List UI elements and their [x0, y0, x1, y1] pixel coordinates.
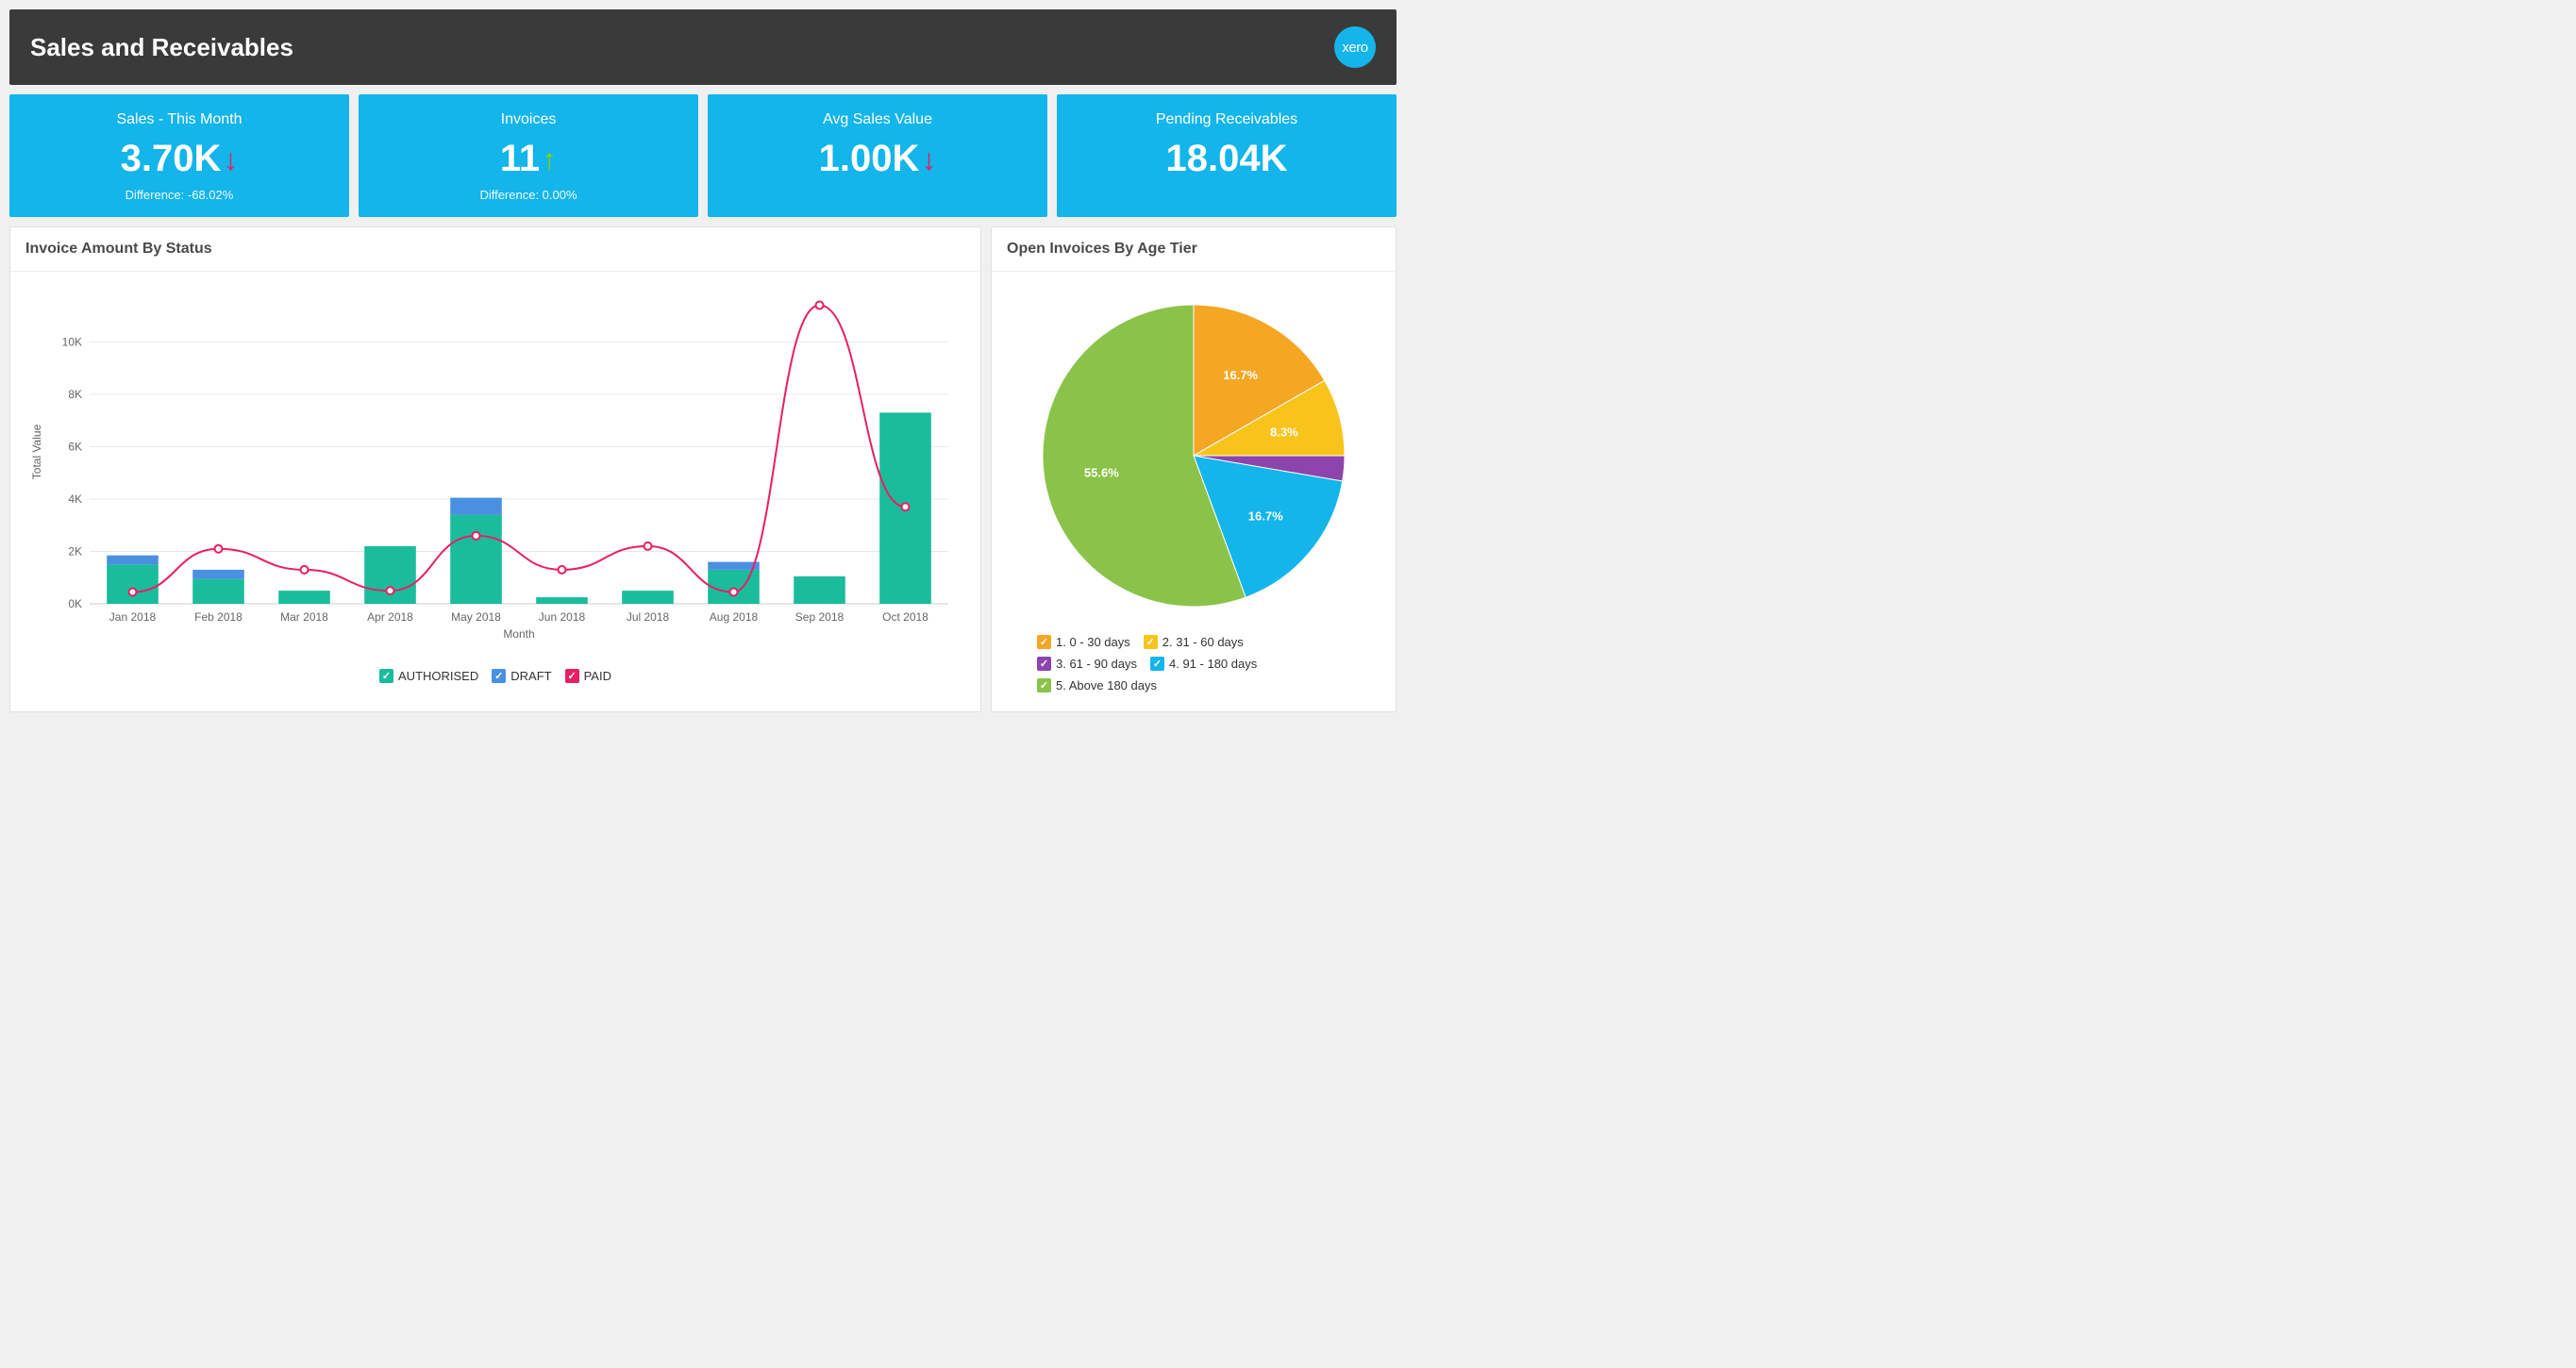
svg-text:Aug 2018: Aug 2018: [710, 610, 759, 624]
pie-chart-legend: ✓1. 0 - 30 days ✓2. 31 - 60 days ✓3. 61 - …: [1005, 635, 1382, 698]
svg-text:8K: 8K: [68, 388, 82, 401]
card-avg-sales-value[interactable]: Avg Sales Value 1.00K ↓: [708, 94, 1047, 217]
svg-text:8.3%: 8.3%: [1270, 425, 1298, 439]
svg-text:10K: 10K: [62, 335, 82, 348]
svg-text:16.7%: 16.7%: [1223, 368, 1258, 382]
svg-text:Feb 2018: Feb 2018: [194, 610, 243, 624]
panels-row: Invoice Amount By Status 0K 2K 4K 6K 8K 10K Ja…: [9, 226, 1397, 712]
arrow-down-icon: ↓: [223, 144, 238, 175]
svg-text:Month: Month: [503, 627, 534, 641]
legend-item[interactable]: ✓5. Above 180 days: [1037, 678, 1157, 692]
pie-chart[interactable]: 16.7% 8.3% 16.7% 55.6%: [1005, 281, 1382, 630]
legend-item[interactable]: ✓DRAFT: [492, 669, 551, 683]
legend-item[interactable]: ✓4. 91 - 180 days: [1150, 657, 1257, 671]
svg-text:4K: 4K: [68, 492, 82, 506]
svg-text:Jun 2018: Jun 2018: [539, 610, 586, 624]
panel-open-invoices-by-age: Open Invoices By Age Tier 16.7%8.3%16.7%…: [991, 226, 1397, 712]
panel-title: Invoice Amount By Status: [10, 227, 980, 272]
card-value: 1.00K ↓: [819, 138, 937, 180]
legend-item[interactable]: ✓1. 0 - 30 days: [1037, 635, 1130, 649]
svg-text:Mar 2018: Mar 2018: [280, 610, 328, 624]
card-invoices[interactable]: Invoices 11 ↑ Difference: 0.00%: [359, 94, 698, 217]
svg-text:Total Value: Total Value: [30, 424, 43, 479]
arrow-up-icon: ↑: [542, 144, 557, 175]
card-value: 11 ↑: [500, 138, 557, 180]
arrow-down-icon: ↓: [921, 144, 936, 175]
card-value: 3.70K ↓: [121, 138, 239, 180]
xero-logo: xero: [1334, 26, 1376, 68]
bar-line-chart[interactable]: 0K 2K 4K 6K 8K 10K Jan 2018 Feb 2018 Mar 2018 Apr…: [24, 281, 967, 659]
card-title: Sales - This Month: [19, 111, 340, 128]
legend-item[interactable]: ✓3. 61 - 90 days: [1037, 657, 1137, 671]
svg-text:Sep 2018: Sep 2018: [795, 610, 845, 624]
svg-text:Oct 2018: Oct 2018: [882, 610, 928, 624]
card-title: Pending Receivables: [1066, 111, 1387, 128]
card-diff: Difference: 0.00%: [368, 188, 689, 202]
legend-item[interactable]: ✓PAID: [565, 669, 611, 683]
svg-text:May 2018: May 2018: [451, 610, 501, 624]
legend-item[interactable]: ✓2. 31 - 60 days: [1144, 635, 1244, 649]
panel-title: Open Invoices By Age Tier: [992, 227, 1396, 272]
svg-text:6K: 6K: [68, 440, 82, 453]
bar-chart-legend: ✓AUTHORISED ✓DRAFT ✓PAID: [24, 669, 967, 683]
card-pending-receivables[interactable]: Pending Receivables 18.04K: [1057, 94, 1397, 217]
svg-text:Jan 2018: Jan 2018: [109, 610, 157, 624]
panel-body: 16.7% 8.3% 16.7% 55.6% ✓1. 0 - 30 days ✓2. 3…: [992, 272, 1396, 711]
page-title: Sales and Receivables: [30, 33, 293, 62]
svg-text:Apr 2018: Apr 2018: [367, 610, 413, 624]
svg-text:2K: 2K: [68, 544, 82, 558]
card-diff: Difference: -68.02%: [19, 188, 340, 202]
kpi-card-row: Sales - This Month 3.70K ↓ Difference: -…: [9, 94, 1397, 217]
svg-text:55.6%: 55.6%: [1084, 465, 1119, 479]
panel-body: 0K 2K 4K 6K 8K 10K Jan 2018 Feb 2018 Mar 2018 Apr…: [10, 272, 980, 696]
card-title: Invoices: [368, 111, 689, 128]
svg-text:16.7%: 16.7%: [1248, 509, 1283, 523]
card-value: 18.04K: [1166, 138, 1288, 180]
svg-text:Jul 2018: Jul 2018: [627, 610, 670, 624]
panel-invoice-amount-by-status: Invoice Amount By Status 0K 2K 4K 6K 8K 10K Ja…: [9, 226, 981, 712]
svg-text:0K: 0K: [68, 597, 82, 610]
header-bar: Sales and Receivables xero: [9, 9, 1397, 85]
card-title: Avg Sales Value: [717, 111, 1038, 128]
card-sales-this-month[interactable]: Sales - This Month 3.70K ↓ Difference: -…: [9, 94, 349, 217]
legend-item[interactable]: ✓AUTHORISED: [379, 669, 478, 683]
